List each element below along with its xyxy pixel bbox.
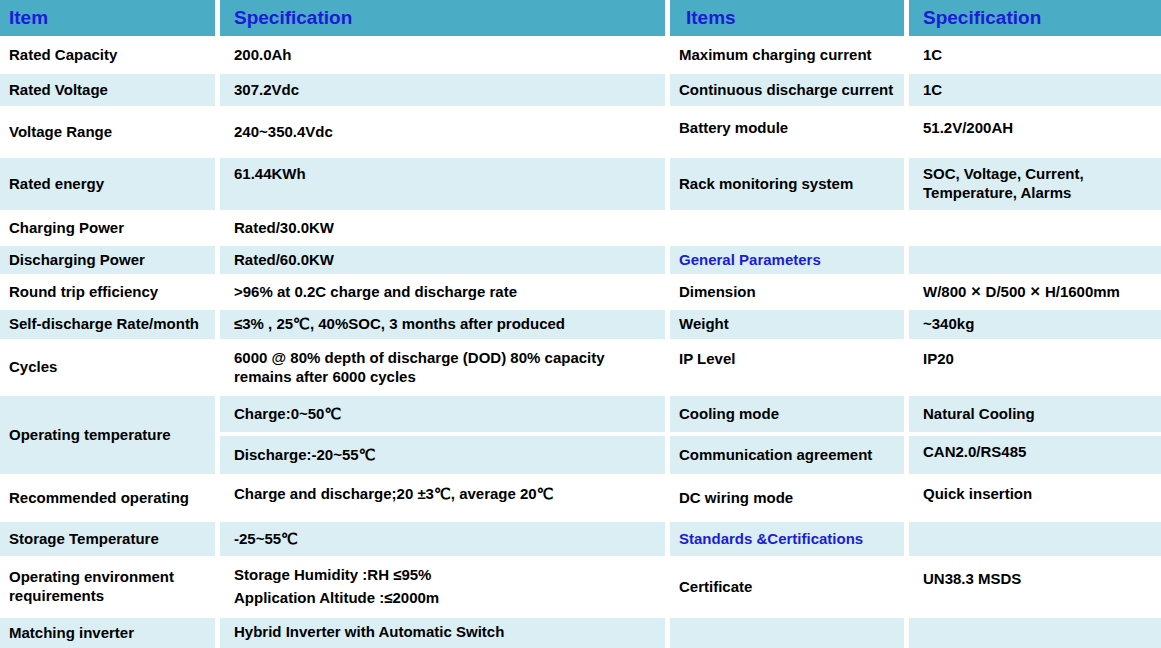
multiply-icon: ✕ xyxy=(1030,284,1041,300)
item-label-operating-temperature: Operating temperature xyxy=(0,396,215,474)
spec-value-discharging-power: Rated/60.0KW xyxy=(220,246,665,274)
empty-cell xyxy=(670,214,904,242)
item-label-maximum-charging-current: Maximum charging current xyxy=(670,40,904,70)
spec-value-cooling-mode: Natural Cooling xyxy=(909,396,1161,432)
spec-value-battery-module: 51.2V/200AH xyxy=(909,110,1161,154)
item-label-rated-voltage: Rated Voltage xyxy=(0,74,215,106)
spec-value-continuous-discharge-current: 1C xyxy=(909,74,1161,106)
spec-value-rack-monitoring-system: SOC, Voltage, Current, Temperature, Alar… xyxy=(909,158,1161,210)
spec-value-cycles: 6000 @ 80% depth of discharge (DOD) 80% … xyxy=(220,343,665,392)
section-label-standards-certifications: Standards &Certifications xyxy=(670,522,904,556)
spec-value-rated-voltage: 307.2Vdc xyxy=(220,74,665,106)
empty-cell xyxy=(670,618,904,648)
item-label-self-discharge-rate: Self-discharge Rate/month xyxy=(0,310,215,339)
item-label-voltage-range: Voltage Range xyxy=(0,110,215,154)
spec-value-maximum-charging-current: 1C xyxy=(909,40,1161,70)
spec-value-operating-temperature-discharge: Discharge:-20~55℃ xyxy=(220,436,665,474)
spec-value-operating-environment: Storage Humidity :RH ≤95% Application Al… xyxy=(220,560,665,614)
specification-table: Item Specification Items Specification R… xyxy=(0,0,1161,648)
multiply-icon: ✕ xyxy=(971,284,982,300)
item-label-discharging-power: Discharging Power xyxy=(0,246,215,274)
spec-value-dimension: W/800 ✕ D/500 ✕ H/1600mm xyxy=(909,278,1161,306)
item-label-charging-power: Charging Power xyxy=(0,214,215,242)
spec-value-rated-energy: 61.44KWh xyxy=(220,158,665,210)
spec-value-storage-temperature: -25~55℃ xyxy=(220,522,665,556)
section-label-general-parameters: General Parameters xyxy=(670,246,904,274)
storage-humidity-line: Storage Humidity :RH ≤95% xyxy=(234,566,431,585)
spec-value-dc-wiring-mode: Quick insertion xyxy=(909,478,1161,518)
item-label-round-trip-efficiency: Round trip efficiency xyxy=(0,278,215,306)
spec-value-communication-agreement: CAN2.0/RS485 xyxy=(909,436,1161,474)
item-label-dimension: Dimension xyxy=(670,278,904,306)
item-label-storage-temperature: Storage Temperature xyxy=(0,522,215,556)
empty-cell xyxy=(909,522,1161,556)
item-label-rack-monitoring-system: Rack monitoring system xyxy=(670,158,904,210)
empty-cell xyxy=(909,214,1161,242)
spec-value-round-trip-efficiency: >96% at 0.2C charge and discharge rate xyxy=(220,278,665,306)
spec-value-charging-power: Rated/30.0KW xyxy=(220,214,665,242)
spec-value-recommended-operating: Charge and discharge;20 ±3℃, average 20℃ xyxy=(220,478,665,518)
header-specification-2: Specification xyxy=(909,0,1161,36)
header-item: Item xyxy=(0,0,215,36)
dimension-width: W/800 xyxy=(923,283,966,302)
empty-cell xyxy=(909,618,1161,648)
item-label-cooling-mode: Cooling mode xyxy=(670,396,904,432)
spec-value-weight: ~340kg xyxy=(909,310,1161,339)
spec-value-ip-level: IP20 xyxy=(909,343,1161,392)
spec-value-operating-temperature-charge: Charge:0~50℃ xyxy=(220,396,665,432)
item-label-rated-capacity: Rated Capacity xyxy=(0,40,215,70)
item-label-certificate: Certificate xyxy=(670,560,904,614)
spec-value-self-discharge-rate: ≤3% , 25℃, 40%SOC, 3 months after produc… xyxy=(220,310,665,339)
item-label-ip-level: IP Level xyxy=(670,343,904,392)
item-label-continuous-discharge-current: Continuous discharge current xyxy=(670,74,904,106)
spec-value-certificate: UN38.3 MSDS xyxy=(909,560,1161,614)
spec-value-matching-inverter: Hybrid Inverter with Automatic Switch xyxy=(220,618,665,648)
empty-cell xyxy=(909,246,1161,274)
item-label-recommended-operating: Recommended operating xyxy=(0,478,215,518)
item-label-cycles: Cycles xyxy=(0,343,215,392)
item-label-dc-wiring-mode: DC wiring mode xyxy=(670,478,904,518)
header-specification: Specification xyxy=(220,0,665,36)
dimension-height: H/1600mm xyxy=(1045,283,1120,302)
item-label-communication-agreement: Communication agreement xyxy=(670,436,904,474)
item-label-battery-module: Battery module xyxy=(670,110,904,154)
application-altitude-line: Application Altitude :≤2000m xyxy=(234,589,439,608)
item-label-rated-energy: Rated energy xyxy=(0,158,215,210)
dimension-depth: D/500 xyxy=(986,283,1026,302)
item-label-matching-inverter: Matching inverter xyxy=(0,618,215,648)
spec-value-rated-capacity: 200.0Ah xyxy=(220,40,665,70)
item-label-weight: Weight xyxy=(670,310,904,339)
item-label-operating-environment: Operating environment requirements xyxy=(0,560,215,614)
header-items: Items xyxy=(670,0,904,36)
spec-value-voltage-range: 240~350.4Vdc xyxy=(220,110,665,154)
